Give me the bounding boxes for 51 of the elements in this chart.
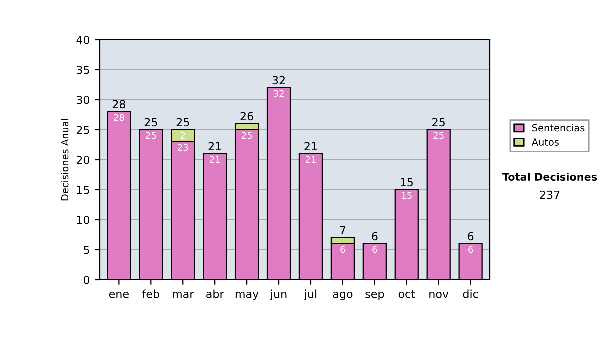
x-tick-label: oct: [398, 290, 416, 298]
total-label: 26: [240, 112, 254, 121]
data-label: 6: [340, 246, 346, 254]
y-tick-label: 20: [76, 156, 90, 164]
x-tick-label: mar: [173, 292, 194, 298]
total-label: 6: [468, 232, 474, 241]
data-label: 32: [274, 90, 284, 98]
x-tick-label: dic: [463, 290, 478, 298]
text: Total Decisiones: [502, 172, 598, 182]
x-tick-label: jul: [304, 290, 317, 300]
y-tick-label: 40: [76, 36, 90, 44]
x-tick-label: ene: [109, 292, 129, 298]
total-label: 25: [176, 118, 190, 127]
total-label: 28: [112, 100, 126, 109]
data-label: 15: [402, 192, 412, 200]
total-label: 25: [432, 118, 445, 127]
total-label: 7: [340, 226, 346, 234]
total-label: 6: [372, 232, 378, 241]
x-tick-label: feb: [142, 290, 160, 298]
y-tick-label: 10: [77, 216, 90, 224]
data-label: 25: [242, 132, 252, 140]
total-label: 25: [144, 118, 158, 127]
x-tick-label: abr: [206, 290, 224, 298]
data-label: 6: [372, 246, 378, 254]
y-tick-label: 15: [77, 186, 90, 194]
y-tick-label: 0: [84, 276, 90, 284]
data-label: 21: [210, 156, 220, 163]
y-axis-title: Decisiones Anual: [61, 119, 69, 201]
data-label: 25: [146, 132, 156, 140]
data-label: 21: [306, 156, 316, 163]
y-tick-label: 30: [76, 96, 90, 104]
total-label: 32: [272, 76, 285, 85]
y-tick-label: 35: [76, 66, 90, 74]
total-label: 15: [401, 178, 413, 187]
data-label: 25: [434, 132, 444, 140]
legend-label: Autos: [532, 138, 560, 146]
x-tick-label: nov: [430, 292, 449, 298]
legend-label: Sentencias: [532, 124, 585, 132]
y-tick-label: 25: [76, 126, 90, 134]
x-tick-label: ago: [333, 292, 353, 300]
data-label: 28: [114, 114, 124, 122]
data-label: 2: [180, 132, 186, 139]
total-label: 21: [304, 142, 318, 150]
data-label: 23: [178, 144, 188, 152]
x-tick-label: sep: [366, 292, 384, 300]
x-tick-label: may: [236, 292, 259, 300]
data-label: 6: [468, 246, 474, 254]
y-tick-label: 5: [84, 246, 90, 254]
total-label: 21: [208, 142, 222, 150]
text: 237: [540, 190, 560, 200]
x-tick-label: jun: [270, 290, 287, 300]
